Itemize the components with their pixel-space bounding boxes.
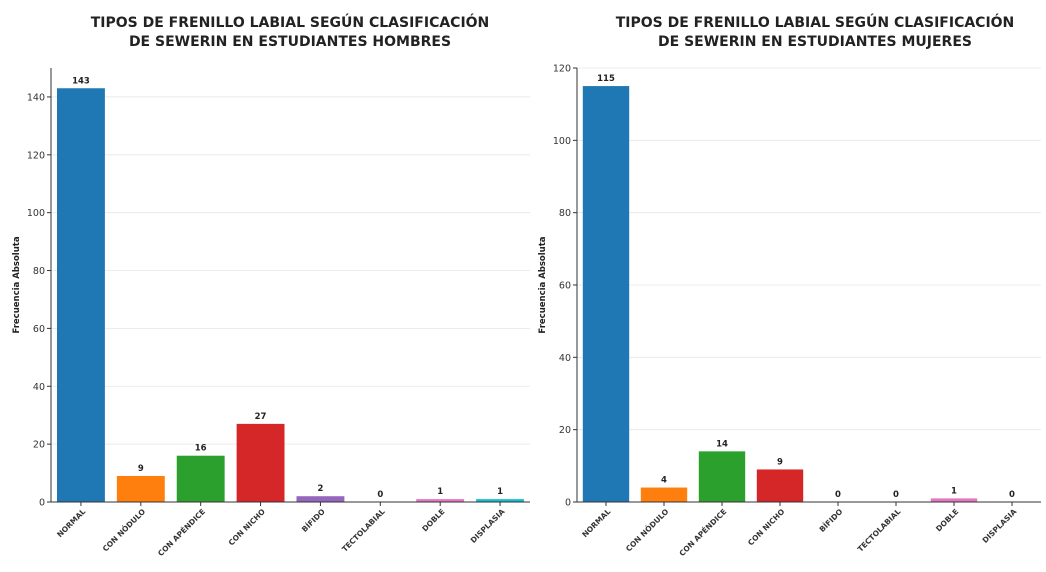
x-tick-label: TECTOLABIAL xyxy=(340,507,387,554)
y-tick-label: 100 xyxy=(27,208,45,219)
bar xyxy=(582,86,630,502)
bar xyxy=(756,469,804,502)
y-tick-label: 40 xyxy=(33,382,45,393)
bar-value-label: 115 xyxy=(597,74,615,84)
bar xyxy=(116,475,165,502)
y-axis-label: Frecuencia Absoluta xyxy=(538,236,548,333)
y-tick-label: 100 xyxy=(553,136,571,147)
bar-value-label: 14 xyxy=(716,439,728,449)
bar-value-label: 9 xyxy=(777,457,783,467)
bar-value-label: 0 xyxy=(377,490,383,500)
y-tick-label: 80 xyxy=(33,266,45,277)
x-tick-label: CON APÉNDICE xyxy=(156,507,207,558)
y-tick-label: 120 xyxy=(27,150,45,161)
x-tick-label: NORMAL xyxy=(580,507,612,539)
bar xyxy=(296,496,345,502)
bar-value-label: 9 xyxy=(138,464,144,474)
y-tick-label: 20 xyxy=(559,425,571,436)
x-tick-label: DISPLASIA xyxy=(981,507,1019,545)
bar-value-label: 16 xyxy=(195,444,207,454)
y-tick-label: 20 xyxy=(33,440,45,451)
chart-title-line: DE SEWERIN EN ESTUDIANTES MUJERES xyxy=(658,34,972,50)
bar-value-label: 1 xyxy=(497,487,503,497)
x-tick-label: DOBLE xyxy=(934,507,960,533)
chart-title-line: TIPOS DE FRENILLO LABIAL SEGÚN CLASIFICA… xyxy=(616,13,1015,31)
chart-mujeres: TIPOS DE FRENILLO LABIAL SEGÚN CLASIFICA… xyxy=(538,13,1041,558)
bar-value-label: 0 xyxy=(1009,490,1015,500)
x-tick-label: CON NÓDULO xyxy=(624,507,670,553)
y-tick-label: 0 xyxy=(39,498,45,509)
y-tick-label: 60 xyxy=(559,281,571,292)
y-tick-label: 140 xyxy=(27,92,45,103)
bar-value-label: 4 xyxy=(661,476,667,486)
bar xyxy=(930,498,978,502)
bar xyxy=(416,499,465,502)
y-tick-label: 80 xyxy=(559,208,571,219)
bar xyxy=(476,499,525,502)
bar xyxy=(176,455,225,502)
y-tick-label: 120 xyxy=(553,64,571,75)
x-tick-label: NORMAL xyxy=(55,507,87,539)
x-tick-label: CON NICHO xyxy=(227,507,267,547)
y-tick-label: 40 xyxy=(559,353,571,364)
bar xyxy=(236,423,285,502)
x-tick-label: CON NICHO xyxy=(746,507,786,547)
bar-value-label: 143 xyxy=(72,76,90,86)
bar-value-label: 0 xyxy=(893,490,899,500)
bar-value-label: 27 xyxy=(255,412,267,422)
bar xyxy=(56,88,105,503)
bar-value-label: 2 xyxy=(317,484,323,494)
y-tick-label: 60 xyxy=(33,324,45,335)
bar-value-label: 1 xyxy=(951,486,957,496)
x-tick-label: CON NÓDULO xyxy=(101,507,147,553)
x-tick-label: DISPLASIA xyxy=(469,507,507,545)
bar-value-label: 0 xyxy=(835,490,841,500)
chart-hombres: TIPOS DE FRENILLO LABIAL SEGÚN CLASIFICA… xyxy=(12,13,530,558)
x-tick-label: BÍFIDO xyxy=(818,507,845,534)
bar xyxy=(698,451,746,502)
y-axis-label: Frecuencia Absoluta xyxy=(12,236,22,333)
x-tick-label: DOBLE xyxy=(420,507,446,533)
x-tick-label: TECTOLABIAL xyxy=(856,507,903,554)
chart-title-line: DE SEWERIN EN ESTUDIANTES HOMBRES xyxy=(129,34,451,50)
y-tick-label: 0 xyxy=(565,498,571,509)
chart-title-line: TIPOS DE FRENILLO LABIAL SEGÚN CLASIFICA… xyxy=(91,13,490,31)
bar-value-label: 1 xyxy=(437,487,443,497)
x-tick-label: CON APÉNDICE xyxy=(677,507,728,558)
bar xyxy=(640,487,688,502)
x-tick-label: BÍFIDO xyxy=(300,507,327,534)
